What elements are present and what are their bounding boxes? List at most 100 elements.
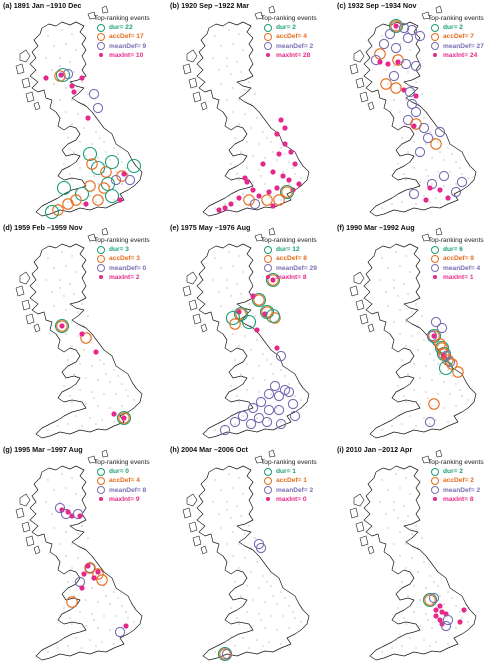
station-marker [385,513,387,515]
ring-icon [430,42,440,51]
station-marker [81,303,83,305]
maxInt-event-marker [59,323,65,329]
maxInt-event-marker [280,173,286,179]
maxInt-event-marker [85,563,91,569]
island-outline [359,91,369,103]
meanDef-event-marker [400,58,412,70]
station-marker [439,151,441,153]
station-marker [387,83,389,85]
legend-entry-accDef: accDef= 4 [96,476,150,485]
station-marker [250,547,252,549]
station-marker [401,137,403,139]
station-marker [381,479,383,481]
station-marker [447,591,449,593]
station-marker [276,603,278,605]
station-marker [87,537,89,539]
station-marker [268,197,270,199]
maxInt-event-marker [413,93,419,99]
legend: Top-ranking events dur= 12 accDef= 8 meanDe… [261,236,317,282]
station-marker [242,415,244,417]
island-outline [367,101,375,111]
legend-label: accDef= 9 [443,255,474,263]
station-marker [125,611,127,613]
station-marker [300,399,302,401]
station-marker [254,315,256,317]
meanDef-event-marker [275,350,287,362]
station-marker [115,171,117,173]
station-marker [451,153,453,155]
accDef-event-marker [261,194,273,206]
station-marker [435,419,437,421]
meanDef-event-marker [422,132,434,144]
station-marker [385,291,387,293]
station-marker [240,515,242,517]
station-marker [264,627,266,629]
station-marker [133,399,135,401]
legend-label: maxInt= 9 [109,495,140,503]
meanDef-event-marker [245,418,257,430]
meanDef-event-marker [219,424,231,436]
station-marker [252,377,254,379]
station-marker [79,611,81,613]
station-marker [220,267,222,269]
station-marker [419,403,421,405]
meanDef-event-marker [410,60,422,72]
station-marker [407,151,409,153]
maxInt-event-marker [437,187,443,193]
gb-map [349,227,477,439]
station-marker [276,629,278,631]
meanDef-event-marker [84,562,96,574]
station-marker [47,257,49,259]
station-marker [461,395,463,397]
meanDef-event-marker [456,176,468,188]
accDef-event-marker [438,348,450,360]
station-marker [393,501,395,503]
legend-label: dur= 2 [276,24,296,32]
station-marker [75,49,77,51]
station-marker [431,627,433,629]
dur-event-marker [438,360,454,376]
station-marker [431,379,433,381]
station-marker [230,295,232,297]
station-marker [252,625,254,627]
station-marker [83,325,85,327]
coastline [196,465,310,661]
station-marker [53,489,55,491]
station-marker [95,645,97,647]
station-marker [256,117,258,119]
station-marker [69,505,71,507]
station-marker [65,43,67,45]
station-marker [429,201,431,203]
panel-title: (h) 2004 Mar –2006 Oct [170,445,248,454]
island-outline [21,299,31,311]
station-marker [97,379,99,381]
maxInt-event-marker [85,115,91,121]
maxInt-event-marker [276,151,282,157]
station-marker [397,163,399,165]
station-marker [238,123,240,125]
gb-map [15,5,143,220]
legend-label: maxInt= 10 [109,51,144,59]
maxInt-event-marker [266,189,272,195]
station-marker [226,65,228,67]
station-marker [397,517,399,519]
accDef-event-marker [62,198,74,210]
station-marker [53,83,55,85]
station-marker [381,429,383,431]
station-marker [403,61,405,63]
station-marker [276,159,278,161]
map-panel: (f) 1990 Mar –1992 Aug Top-ranking events… [334,222,500,444]
island-outline [87,11,97,20]
gb-map [349,449,477,661]
legend-entry-meanDef: meanDef= 0 [96,264,150,273]
station-marker [467,399,469,401]
station-marker [220,83,222,85]
station-marker [246,585,248,587]
maxInt-event-marker [228,201,234,207]
panel-title: (f) 1990 Mar –1992 Aug [337,223,415,232]
station-marker [113,643,115,645]
station-marker [258,587,260,589]
station-marker [63,607,65,609]
island-outline [87,233,97,242]
station-marker [407,373,409,375]
